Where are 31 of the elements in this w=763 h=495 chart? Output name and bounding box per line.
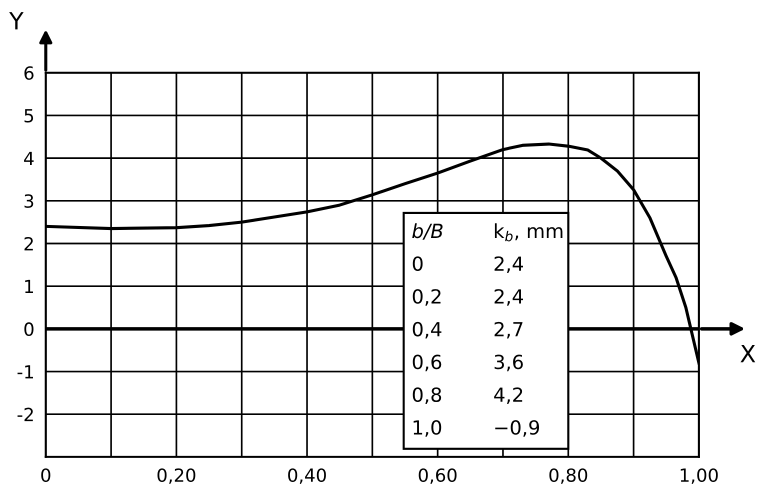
y-tick-label: 0	[24, 322, 34, 336]
y-tick-label: 3	[24, 194, 34, 208]
annotation: 3,6	[494, 354, 523, 372]
x-tick-label: 0,80	[549, 468, 588, 484]
annotation: 0,4	[412, 322, 442, 339]
annotation: 2,4	[494, 256, 524, 274]
x-tick-label: 0,20	[157, 468, 196, 484]
x-tick-label: 0	[41, 468, 50, 482]
y-tick-label: 6	[24, 66, 34, 80]
x-tick-label: 0,60	[418, 468, 457, 484]
annotation: b/B	[412, 223, 443, 240]
annotation: 2,4	[494, 289, 524, 306]
annotation: 0,6	[412, 354, 442, 372]
annotation: 0,8	[412, 387, 442, 404]
annotation: 4,2	[494, 387, 522, 404]
annotation: 0	[412, 256, 423, 272]
y-tick-label: 4	[24, 152, 34, 165]
y-tick-label: -1	[18, 365, 34, 378]
annotation: k$_{b}$, mm	[494, 223, 562, 242]
annotation: 0,2	[412, 289, 441, 306]
x-tick-label: 0,40	[288, 468, 326, 484]
x-tick-label: 1,00	[680, 468, 718, 484]
annotation: 2,7	[494, 322, 522, 339]
y-tick-label: 2	[24, 236, 33, 250]
annotation: −0,9	[495, 420, 540, 437]
x-axis-title: X	[740, 345, 756, 362]
annotation: 1,0	[414, 420, 442, 437]
y-axis-title: Y	[9, 12, 24, 30]
y-tick-label: 5	[24, 109, 34, 123]
y-tick-label: -2	[18, 408, 33, 422]
y-tick-label: 1	[25, 280, 33, 294]
